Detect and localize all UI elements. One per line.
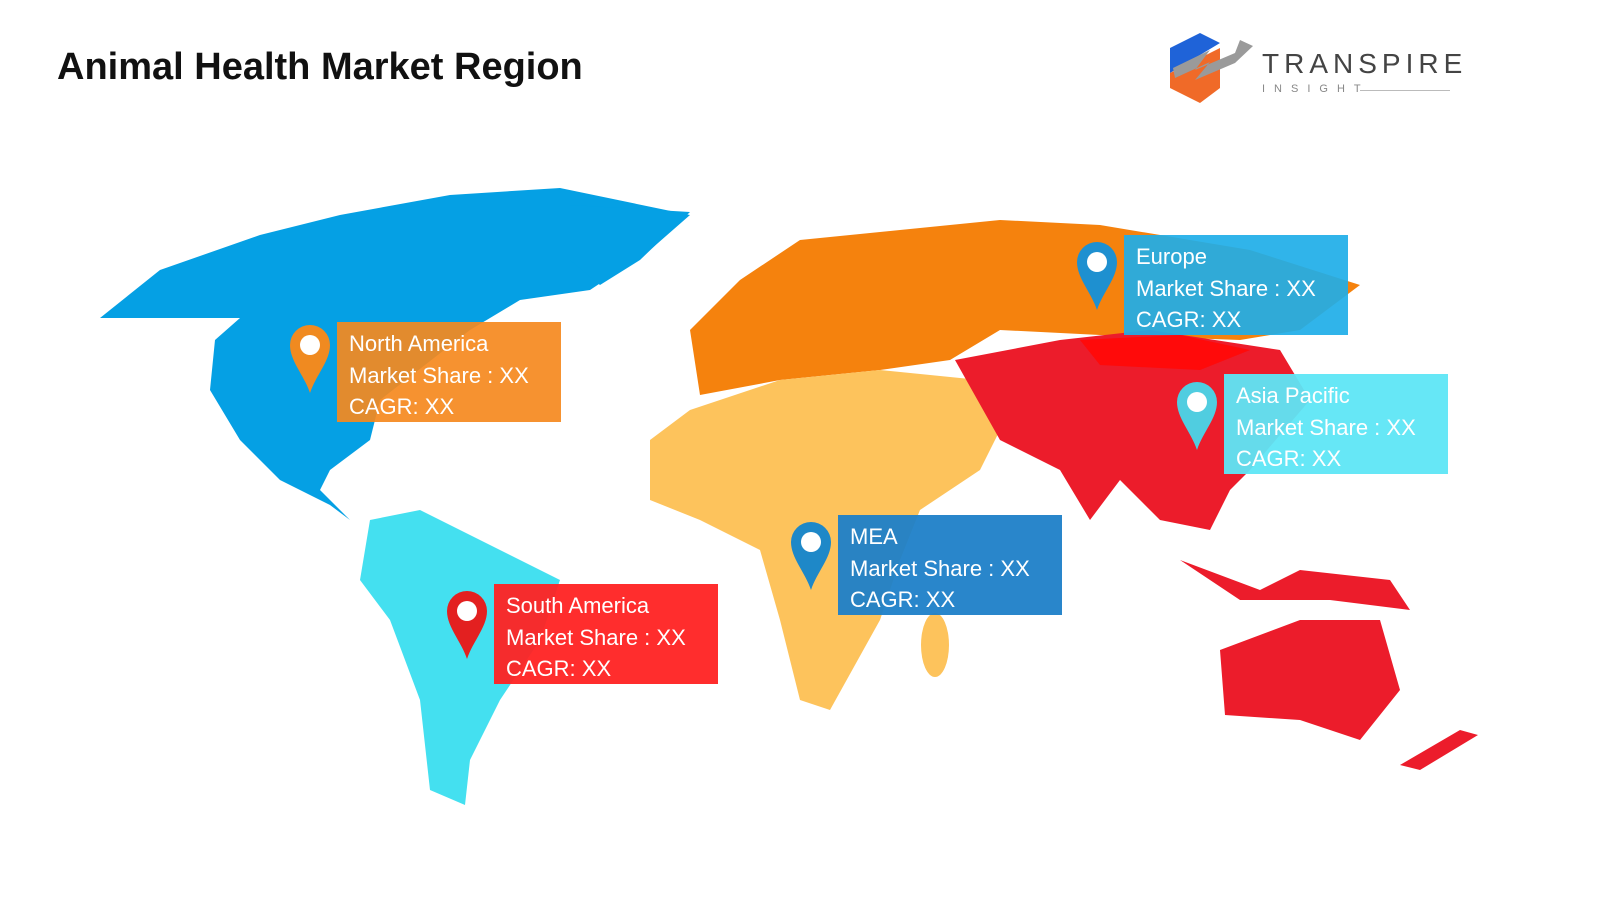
region-name: MEA bbox=[850, 524, 898, 549]
cagr: CAGR: XX bbox=[1236, 446, 1342, 471]
region-name: South America bbox=[506, 593, 650, 618]
map-pin-icon bbox=[1177, 382, 1217, 450]
market-share: Market Share : XX bbox=[506, 624, 686, 650]
region-card-asia-pacific: Asia Pacific Market Share : XX CAGR: XX bbox=[1224, 374, 1448, 474]
page-title: Animal Health Market Region bbox=[57, 46, 583, 88]
market-share: Market Share : XX bbox=[850, 555, 1030, 581]
market-share: Market Share : XX bbox=[1136, 275, 1316, 301]
region-asia-pacific bbox=[955, 330, 1478, 770]
logo-divider bbox=[1360, 90, 1450, 91]
cagr: CAGR: XX bbox=[349, 394, 455, 419]
logo-tagline: INSIGHT bbox=[1262, 83, 1370, 95]
logo-name: TRANSPIRE bbox=[1262, 48, 1468, 79]
map-pin-icon bbox=[290, 325, 330, 393]
map-pin-icon bbox=[447, 591, 487, 659]
region-card-europe: Europe Market Share : XX CAGR: XX bbox=[1124, 235, 1348, 335]
map-pin-icon bbox=[1077, 242, 1117, 310]
map-pin-icon bbox=[791, 522, 831, 590]
region-card-south-america: South America Market Share : XX CAGR: XX bbox=[494, 584, 718, 684]
cagr: CAGR: XX bbox=[506, 656, 612, 681]
region-south-america bbox=[360, 510, 560, 805]
market-share: Market Share : XX bbox=[349, 362, 529, 388]
region-card-north-america: North America Market Share : XX CAGR: XX bbox=[337, 322, 561, 422]
region-card-mea: MEA Market Share : XX CAGR: XX bbox=[838, 515, 1062, 615]
market-share: Market Share : XX bbox=[1236, 414, 1416, 440]
transpire-logo-icon bbox=[1170, 33, 1253, 103]
region-name: Asia Pacific bbox=[1236, 383, 1350, 408]
cagr: CAGR: XX bbox=[1136, 307, 1242, 332]
region-name: Europe bbox=[1136, 244, 1207, 269]
cagr: CAGR: XX bbox=[850, 587, 956, 612]
region-name: North America bbox=[349, 331, 489, 356]
